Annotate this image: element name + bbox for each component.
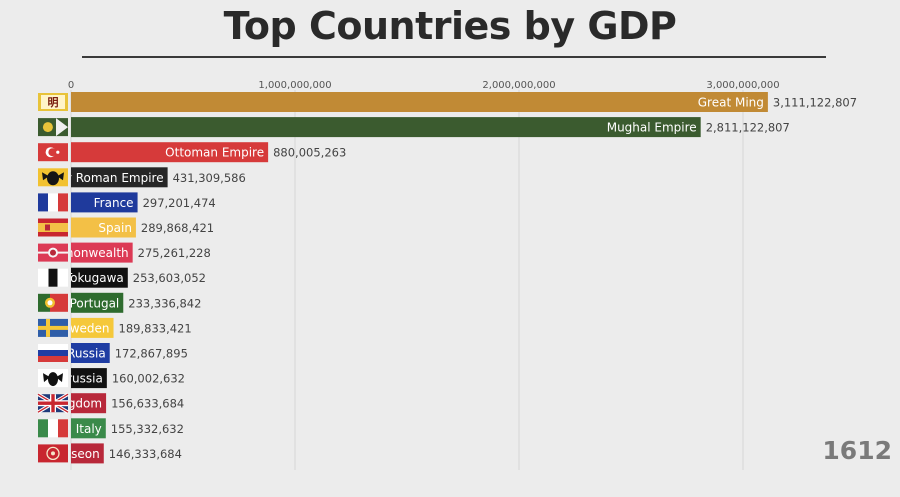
bar-category-label: y Roman Empire xyxy=(65,171,164,185)
bar xyxy=(71,368,107,389)
tokugawa-flag-icon xyxy=(38,268,68,287)
bar-row: Mughal Empire 2,811,122,807 xyxy=(38,117,790,138)
bar-row: gdom 156,633,684 xyxy=(37,392,184,414)
bar-row: nonwealth 275,261,228 xyxy=(38,242,211,263)
bar-category-label: Great Ming xyxy=(698,96,764,110)
portugal-flag-icon xyxy=(38,293,68,312)
sweden-flag-icon xyxy=(38,318,68,337)
x-tick-label: 0 xyxy=(68,80,74,91)
bar-value-label: 233,336,842 xyxy=(128,296,201,310)
bar-row: Russia 172,867,895 xyxy=(38,343,188,363)
bar-value-label: 297,201,474 xyxy=(143,196,216,210)
bar-category-label: russia xyxy=(67,372,103,386)
bar-value-label: 880,005,263 xyxy=(273,146,346,160)
chart-title: Top Countries by GDP xyxy=(223,4,677,48)
bar-category-label: Portugal xyxy=(70,296,120,310)
bar xyxy=(71,292,124,313)
bar-row: weden 189,833,421 xyxy=(38,317,192,338)
bar-category-label: Ottoman Empire xyxy=(165,146,264,160)
year-label: 1612 xyxy=(822,436,892,465)
bar-category-label: France xyxy=(94,196,134,210)
ming-flag-icon: 明 xyxy=(38,93,68,111)
bar xyxy=(71,317,114,338)
bar-row: Italy 155,332,632 xyxy=(38,418,184,439)
bar-category-label: seon xyxy=(71,447,100,461)
bar-row: Ottoman Empire 880,005,263 xyxy=(38,142,346,163)
bar-row: russia 160,002,632 xyxy=(38,368,185,389)
x-tick-label: 2,000,000,000 xyxy=(482,80,555,91)
svg-text:明: 明 xyxy=(48,96,59,109)
bar xyxy=(71,92,768,112)
bar xyxy=(71,142,269,163)
bar xyxy=(71,192,138,213)
bar xyxy=(71,117,701,138)
bar-category-label: Russia xyxy=(67,347,106,361)
hre-flag-icon xyxy=(38,168,68,187)
bar xyxy=(71,167,168,188)
bar-row: seon 146,333,684 xyxy=(38,443,182,464)
bar-value-label: 156,633,684 xyxy=(111,397,184,411)
ottoman-flag-icon xyxy=(38,143,68,162)
title-underline xyxy=(82,56,826,58)
mughal-flag-icon xyxy=(38,118,68,137)
bar-value-label: 275,261,228 xyxy=(138,246,211,260)
bar-category-label: Mughal Empire xyxy=(607,121,697,135)
bar-value-label: 289,868,421 xyxy=(141,221,214,235)
commonwealth-flag-icon xyxy=(38,243,68,262)
bar-category-label: Spain xyxy=(98,221,132,235)
bar-row: Tokugawa 253,603,052 xyxy=(38,267,206,288)
bar xyxy=(71,242,133,263)
bar-value-label: 160,002,632 xyxy=(112,372,185,386)
bar-category-label: gdom xyxy=(68,397,102,411)
bar-value-label: 2,811,122,807 xyxy=(706,121,790,135)
bar-row: Portugal 233,336,842 xyxy=(38,292,201,313)
bar-value-label: 431,309,586 xyxy=(173,171,246,185)
x-tick-label: 1,000,000,000 xyxy=(258,80,331,91)
bar-category-label: Tokugawa xyxy=(64,271,124,285)
bar-value-label: 146,333,684 xyxy=(109,447,182,461)
bar-value-label: 155,332,632 xyxy=(111,422,184,436)
bar-row: y Roman Empire 431,309,586 xyxy=(38,167,246,188)
x-tick-label: 3,000,000,000 xyxy=(706,80,779,91)
bar xyxy=(71,217,136,238)
uk-flag-icon xyxy=(37,392,69,414)
bar-category-label: weden xyxy=(70,321,110,335)
bar xyxy=(71,418,106,439)
bar-category-label: nonwealth xyxy=(66,246,129,260)
bar-value-label: 189,833,421 xyxy=(119,321,192,335)
prussia-flag-icon xyxy=(38,369,68,388)
bar-row: 明 Great Ming 3,111,122,807 xyxy=(38,92,857,112)
bar xyxy=(71,267,128,288)
spain-flag-icon xyxy=(38,218,68,237)
italy-flag-icon xyxy=(38,419,68,438)
bar-row: France 297,201,474 xyxy=(38,192,216,213)
bar xyxy=(71,443,104,464)
bar-category-label: Italy xyxy=(76,422,102,436)
bar-row: Spain 289,868,421 xyxy=(38,217,214,238)
bar-value-label: 172,867,895 xyxy=(115,347,188,361)
bar xyxy=(71,343,110,363)
bar-value-label: 3,111,122,807 xyxy=(773,96,857,110)
bar-value-label: 253,603,052 xyxy=(133,271,206,285)
bar xyxy=(71,393,107,414)
russia-flag-icon xyxy=(38,344,68,362)
france-flag-icon xyxy=(38,193,68,212)
joseon-flag-icon xyxy=(38,444,68,463)
